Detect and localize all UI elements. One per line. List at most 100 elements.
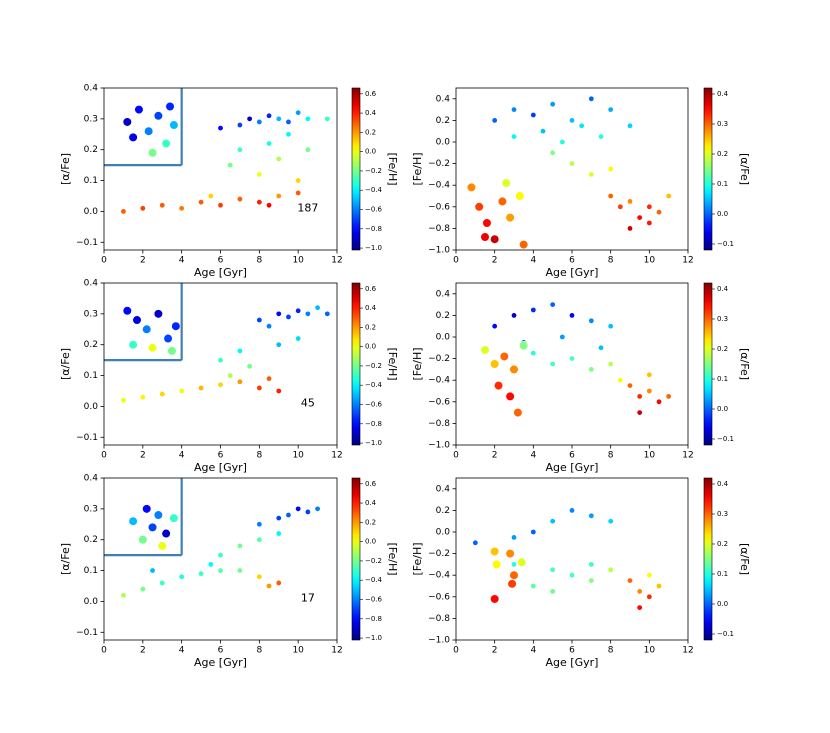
plot-area (121, 305, 330, 403)
x-tick-label: 4 (530, 451, 536, 461)
point (646, 372, 652, 378)
point (295, 190, 301, 196)
point (637, 410, 643, 415)
point (198, 571, 204, 577)
colorbar-tick-label: −0.8 (365, 420, 382, 428)
colorbar-label: [α/Fe] (738, 153, 751, 185)
point (256, 521, 262, 527)
axes-frame (103, 282, 338, 446)
point (608, 361, 614, 367)
point (324, 116, 330, 122)
colorbar-tick-label: 0.3 (717, 120, 728, 128)
point (276, 193, 282, 199)
x-tick-label: 10 (292, 646, 304, 656)
highlight-point (509, 570, 519, 580)
point (627, 226, 633, 231)
point (646, 572, 652, 578)
colorbar-tick-label: 0.2 (365, 128, 376, 136)
y-tick-label: 0.2 (84, 145, 98, 155)
x-axis-label: Age [Gyr] (546, 656, 599, 669)
point (530, 112, 536, 118)
y-tick-label: −0.8 (428, 224, 450, 234)
x-tick-label: 2 (140, 256, 146, 266)
point (276, 342, 282, 348)
colorbar-tick-label: −1.0 (365, 439, 382, 447)
point (492, 118, 498, 123)
x-tick-label: 10 (292, 256, 304, 266)
point (237, 196, 243, 202)
point (295, 178, 301, 183)
x-tick-label: 4 (530, 256, 536, 266)
y-tick-label: −0.1 (76, 238, 98, 248)
colorbar-tick-label: 0.2 (365, 518, 376, 526)
colorbar-tick-label: 0.4 (717, 90, 729, 98)
x-tick-label: 0 (101, 256, 107, 266)
plot-area (121, 101, 330, 214)
y-tick-label: 0.2 (84, 535, 98, 545)
point (159, 391, 165, 397)
x-tick-label: 6 (569, 646, 575, 656)
colorbar-tick-label: 0.3 (717, 315, 728, 323)
colorbar-tick-label: 0.6 (365, 90, 377, 98)
point (569, 572, 575, 578)
point (276, 388, 282, 394)
x-tick-label: 0 (453, 256, 459, 266)
highlight-point (519, 341, 529, 351)
point (511, 107, 517, 112)
colorbar-tick-label: −1.0 (365, 634, 382, 642)
y-tick-label: 0.0 (84, 597, 99, 607)
y-tick-label: 0.3 (84, 114, 98, 124)
y-tick-label: −0.6 (428, 397, 450, 407)
x-tick-label: 2 (492, 451, 498, 461)
point (598, 345, 604, 351)
axes-frame (455, 477, 689, 641)
x-tick-label: 12 (682, 256, 693, 266)
y-tick-label: 0.2 (436, 311, 450, 321)
point (627, 123, 633, 129)
colorbar-tick-label: −0.8 (365, 615, 382, 623)
point (305, 116, 311, 122)
highlight-point (147, 522, 158, 532)
highlight-point (169, 120, 179, 130)
point (218, 357, 223, 363)
point (579, 123, 585, 129)
colorbar-tick-label: 0.6 (365, 285, 377, 293)
highlight-point (142, 504, 152, 514)
x-tick-label: 12 (331, 451, 342, 461)
point (666, 394, 672, 399)
colorbar-tick-label: 0.2 (717, 150, 728, 158)
highlight-point (138, 535, 148, 545)
point (266, 202, 272, 208)
point (637, 605, 643, 610)
colorbar-tick-label: 0.2 (365, 323, 376, 331)
point (159, 202, 165, 208)
x-tick-label: 2 (140, 451, 146, 461)
plot-area (121, 504, 320, 598)
highlight-point (122, 306, 132, 316)
highlight-point (134, 104, 144, 115)
colorbar (351, 477, 361, 641)
colorbar-tick-label: 0.0 (717, 210, 728, 218)
point (511, 535, 517, 540)
colorbar-tick-label: −0.2 (365, 557, 382, 565)
colorbar-tick-label: −0.2 (365, 362, 382, 370)
x-tick-label: 6 (218, 451, 224, 461)
plot-area (466, 96, 672, 250)
y-tick-label: 0.4 (84, 474, 99, 484)
point (256, 385, 262, 391)
colorbar-tick-label: 0.4 (717, 480, 729, 488)
highlight-point (490, 359, 500, 369)
point (588, 318, 594, 324)
point (276, 156, 282, 162)
y-tick-label: 0.4 (84, 84, 99, 94)
highlight-point (493, 381, 504, 391)
highlight-point (128, 340, 138, 350)
x-tick-label: 0 (101, 451, 107, 461)
highlight-point (501, 178, 511, 188)
point (472, 540, 478, 546)
x-axis-label: Age [Gyr] (194, 656, 247, 669)
point (198, 199, 204, 205)
point (305, 509, 311, 515)
highlight-point (132, 315, 142, 325)
point (646, 204, 652, 210)
